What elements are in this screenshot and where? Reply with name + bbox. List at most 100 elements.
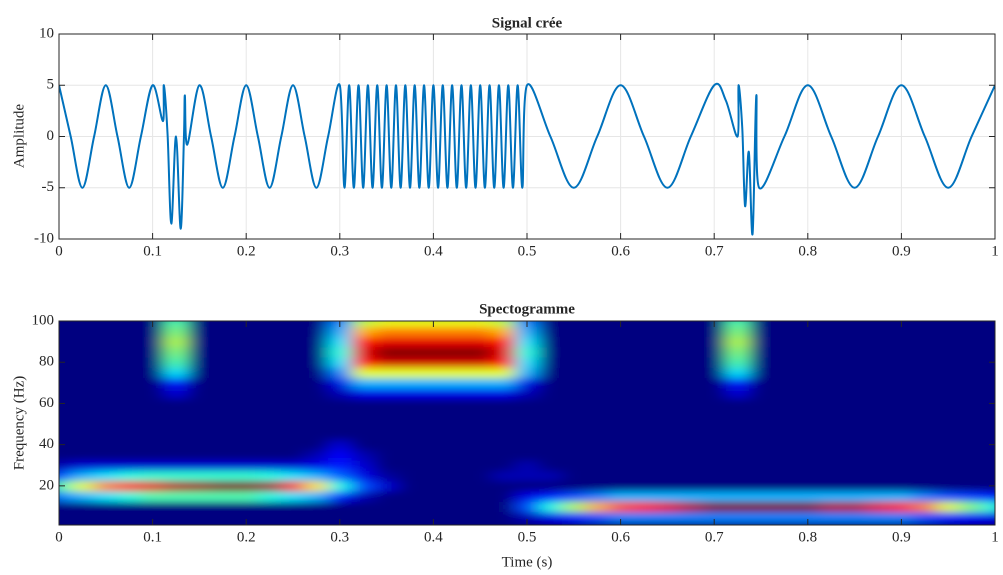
heatmap-cell <box>702 377 727 389</box>
heatmap-cell <box>187 429 212 440</box>
heatmap-cell <box>959 387 984 399</box>
chart-title: Spectogramme <box>479 301 575 317</box>
heatmap-cell <box>725 480 750 492</box>
heatmap-cell <box>304 429 329 440</box>
heatmap-cell <box>491 439 516 451</box>
heatmap-cell <box>749 408 774 420</box>
heatmap-cell <box>491 491 516 502</box>
heatmap-cell <box>749 501 774 513</box>
x-tick-label: 0.7 <box>705 243 724 259</box>
heatmap-cell <box>936 321 961 327</box>
heatmap-cell <box>328 501 352 513</box>
heatmap-cell <box>608 480 633 492</box>
heatmap-cell <box>679 521 703 525</box>
heatmap-cell <box>140 377 165 389</box>
heatmap-cell <box>257 336 282 348</box>
heatmap-cell <box>491 326 516 337</box>
heatmap-cell <box>702 387 727 399</box>
plot-area <box>59 82 995 236</box>
heatmap-cell <box>281 429 306 440</box>
heatmap-cell <box>655 321 680 327</box>
heatmap-cell <box>351 521 376 525</box>
heatmap-cell <box>889 480 914 492</box>
heatmap-cell <box>959 377 984 389</box>
heatmap-cell <box>94 326 118 337</box>
heatmap-cell <box>866 326 891 337</box>
heatmap-cell <box>936 398 961 410</box>
heatmap-cell <box>491 521 516 525</box>
heatmap-cell <box>655 326 680 337</box>
heatmap-cell <box>725 491 750 502</box>
heatmap-cell <box>445 357 469 368</box>
heatmap-cell <box>913 321 937 327</box>
heatmap-cell <box>842 491 867 502</box>
heatmap-cell <box>959 321 984 327</box>
heatmap-cell <box>211 377 235 389</box>
x-axis-label: Time (s) <box>502 554 553 570</box>
heatmap-cell <box>936 449 961 461</box>
heatmap-cell <box>187 346 212 358</box>
heatmap-cell <box>328 408 352 420</box>
heatmap-cell <box>211 357 235 368</box>
heatmap-cell <box>164 429 189 440</box>
heatmap-cell <box>515 346 540 358</box>
heatmap-cell <box>936 470 961 482</box>
heatmap-cell <box>725 511 750 523</box>
x-tick-label: 0.8 <box>798 243 817 259</box>
x-tick-label: 1 <box>991 243 999 259</box>
heatmap-cell <box>70 326 95 337</box>
heatmap-cell <box>608 398 633 410</box>
heatmap-cell <box>679 398 703 410</box>
heatmap-cell <box>398 491 423 502</box>
heatmap-cell <box>398 418 423 430</box>
heatmap-cell <box>398 429 423 440</box>
heatmap-cell <box>281 321 306 327</box>
heatmap-cell <box>585 321 610 327</box>
x-tick-label: 0.5 <box>518 529 537 545</box>
heatmap-cell <box>234 470 259 482</box>
heatmap-cell <box>608 470 633 482</box>
heatmap-cell <box>608 408 633 420</box>
heatmap-cell <box>281 470 306 482</box>
heatmap-cell <box>655 511 680 523</box>
y-tick-label: 60 <box>39 395 54 411</box>
heatmap-cell <box>94 408 118 420</box>
heatmap-cell <box>749 449 774 461</box>
heatmap-cell <box>796 336 820 348</box>
heatmap-cell <box>772 521 797 525</box>
heatmap-cell <box>468 429 493 440</box>
heatmap-cell <box>608 449 633 461</box>
heatmap-cell <box>304 398 329 410</box>
heatmap-cell <box>515 377 540 389</box>
heatmap-cell <box>913 480 937 492</box>
heatmap-cell <box>421 357 446 368</box>
heatmap-cell <box>842 501 867 513</box>
heatmap-cell <box>702 398 727 410</box>
heatmap-cell <box>562 521 586 525</box>
heatmap-cell <box>94 377 118 389</box>
heatmap-cell <box>328 346 352 358</box>
heatmap-cell <box>211 408 235 420</box>
heatmap-cell <box>374 367 399 379</box>
x-tick-label: 0.9 <box>892 529 911 545</box>
heatmap-cell <box>562 449 586 461</box>
heatmap-cell <box>889 336 914 348</box>
heatmap-cell <box>819 449 844 461</box>
heatmap-cell <box>328 439 352 451</box>
heatmap-cell <box>164 460 189 471</box>
heatmap-cell <box>913 398 937 410</box>
heatmap-cell <box>94 357 118 368</box>
heatmap-cell <box>772 408 797 420</box>
heatmap-cell <box>117 418 142 430</box>
heatmap-cell <box>445 521 469 525</box>
heatmap-cell <box>328 326 352 337</box>
heatmap-cell <box>59 408 72 420</box>
heatmap-cell <box>562 321 586 327</box>
heatmap-cell <box>398 480 423 492</box>
heatmap-cell <box>374 470 399 482</box>
heatmap-cell <box>187 521 212 525</box>
heatmap-cell <box>281 346 306 358</box>
heatmap-cell <box>585 511 610 523</box>
heatmap-cell <box>94 387 118 399</box>
heatmap-cell <box>866 398 891 410</box>
